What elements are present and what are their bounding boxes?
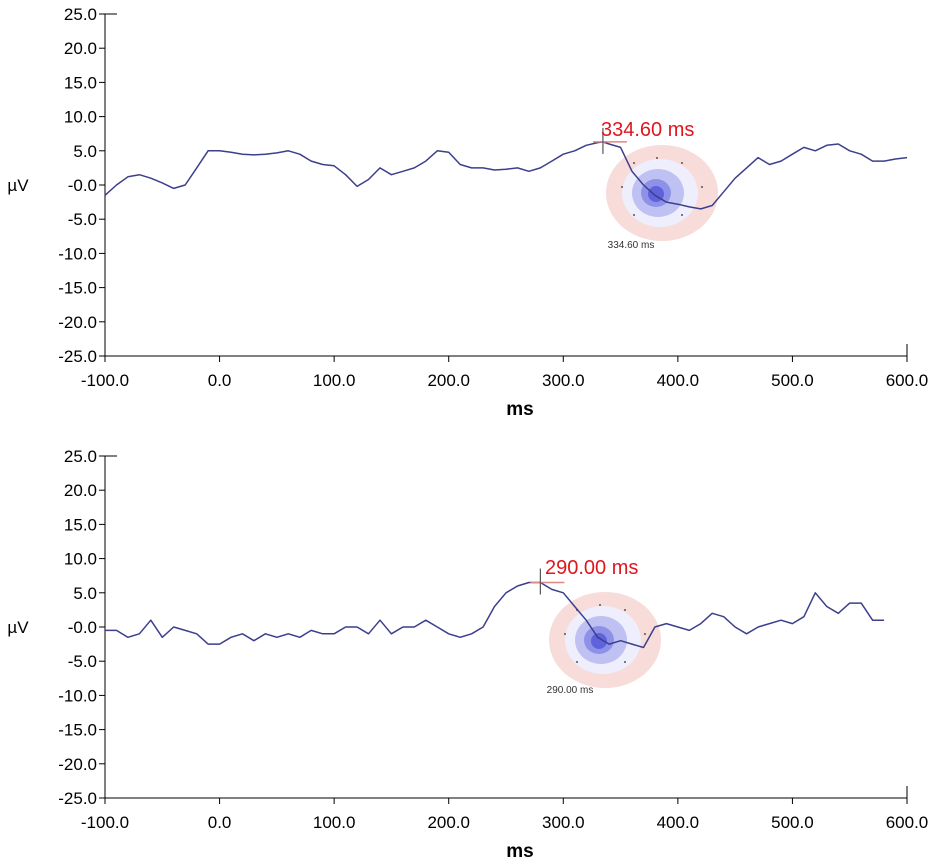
- erp-panel-top: 334.60 ms 25.0 20.0 15.0 10.0 5.0 -0.0 -5.0 -10.…: [7, 5, 928, 420]
- erp-trace-line: [105, 581, 885, 649]
- y-tick-label: -0.0: [68, 618, 97, 637]
- x-tick-label: 200.0: [427, 813, 470, 832]
- x-tick-label: 300.0: [542, 813, 585, 832]
- erp-panel-bottom: 290.00 ms 25.0 20.0 15.0 10.0 5.0 -0.0 -5.0 -10.…: [7, 447, 928, 862]
- x-tick-label: 200.0: [427, 371, 470, 390]
- latency-annotation: 290.00 ms: [545, 557, 638, 579]
- y-tick-label: 15.0: [64, 515, 97, 534]
- y-tick-label: -0.0: [68, 176, 97, 195]
- y-tick-label: -10.0: [58, 244, 97, 263]
- y-tick-label: 25.0: [64, 5, 97, 24]
- x-tick-label: 500.0: [771, 813, 814, 832]
- y-tick-label: 10.0: [64, 108, 97, 127]
- topomap-electrode: [701, 186, 703, 188]
- y-tick-label: -10.0: [58, 686, 97, 705]
- y-axis-label: µV: [7, 618, 29, 637]
- y-tick-label: 25.0: [64, 447, 97, 466]
- y-tick-label: -5.0: [68, 210, 97, 229]
- y-tick-label: -25.0: [58, 789, 97, 808]
- x-axis-label: ms: [506, 841, 533, 862]
- y-tick-label: -5.0: [68, 652, 97, 671]
- x-tick-label: 0.0: [208, 371, 232, 390]
- topomap-electrode: [656, 157, 658, 159]
- topomap-electrode: [564, 633, 566, 635]
- topomap-electrode: [681, 214, 683, 216]
- latency-annotation: 334.60 ms: [601, 119, 694, 141]
- topomap-electrode: [633, 214, 635, 216]
- x-tick-label: 0.0: [208, 813, 232, 832]
- topomap-negative-peak: [591, 633, 607, 649]
- topomap-electrode: [644, 633, 646, 635]
- x-tick-label: 600.0: [886, 371, 929, 390]
- topomap: 334.60 ms: [606, 145, 718, 251]
- x-tick-label: 500.0: [771, 371, 814, 390]
- y-tick-label: -25.0: [58, 347, 97, 366]
- topomap-caption: 290.00 ms: [547, 685, 594, 696]
- topomap-electrode: [576, 661, 578, 663]
- x-tick-label: -100.0: [81, 813, 129, 832]
- topomap-electrode: [633, 162, 635, 164]
- y-tick-label: 20.0: [64, 481, 97, 500]
- y-tick-label: 20.0: [64, 39, 97, 58]
- topomap-electrode: [681, 162, 683, 164]
- y-axis-label: µV: [7, 176, 29, 195]
- y-tick-label: 5.0: [73, 142, 97, 161]
- x-tick-label: 100.0: [313, 371, 356, 390]
- y-tick-label: 5.0: [73, 584, 97, 603]
- erp-trace-line: [104, 141, 908, 210]
- topomap-caption: 334.60 ms: [608, 240, 655, 251]
- y-tick-label: 15.0: [64, 73, 97, 92]
- x-tick-label: -100.0: [81, 371, 129, 390]
- topomap: 290.00 ms: [547, 592, 661, 696]
- y-tick-label: -15.0: [58, 721, 97, 740]
- topomap-electrode: [621, 186, 623, 188]
- x-tick-label: 100.0: [313, 813, 356, 832]
- topomap-electrode: [599, 604, 601, 606]
- topomap-electrode: [624, 609, 626, 611]
- x-tick-label: 600.0: [886, 813, 929, 832]
- y-tick-label: -20.0: [58, 313, 97, 332]
- x-tick-label: 400.0: [657, 813, 700, 832]
- y-tick-label: 10.0: [64, 550, 97, 569]
- x-axis-label: ms: [506, 399, 533, 420]
- topomap-electrode: [624, 661, 626, 663]
- y-tick-label: -20.0: [58, 755, 97, 774]
- x-tick-label: 400.0: [657, 371, 700, 390]
- y-tick-label: -15.0: [58, 279, 97, 298]
- x-tick-label: 300.0: [542, 371, 585, 390]
